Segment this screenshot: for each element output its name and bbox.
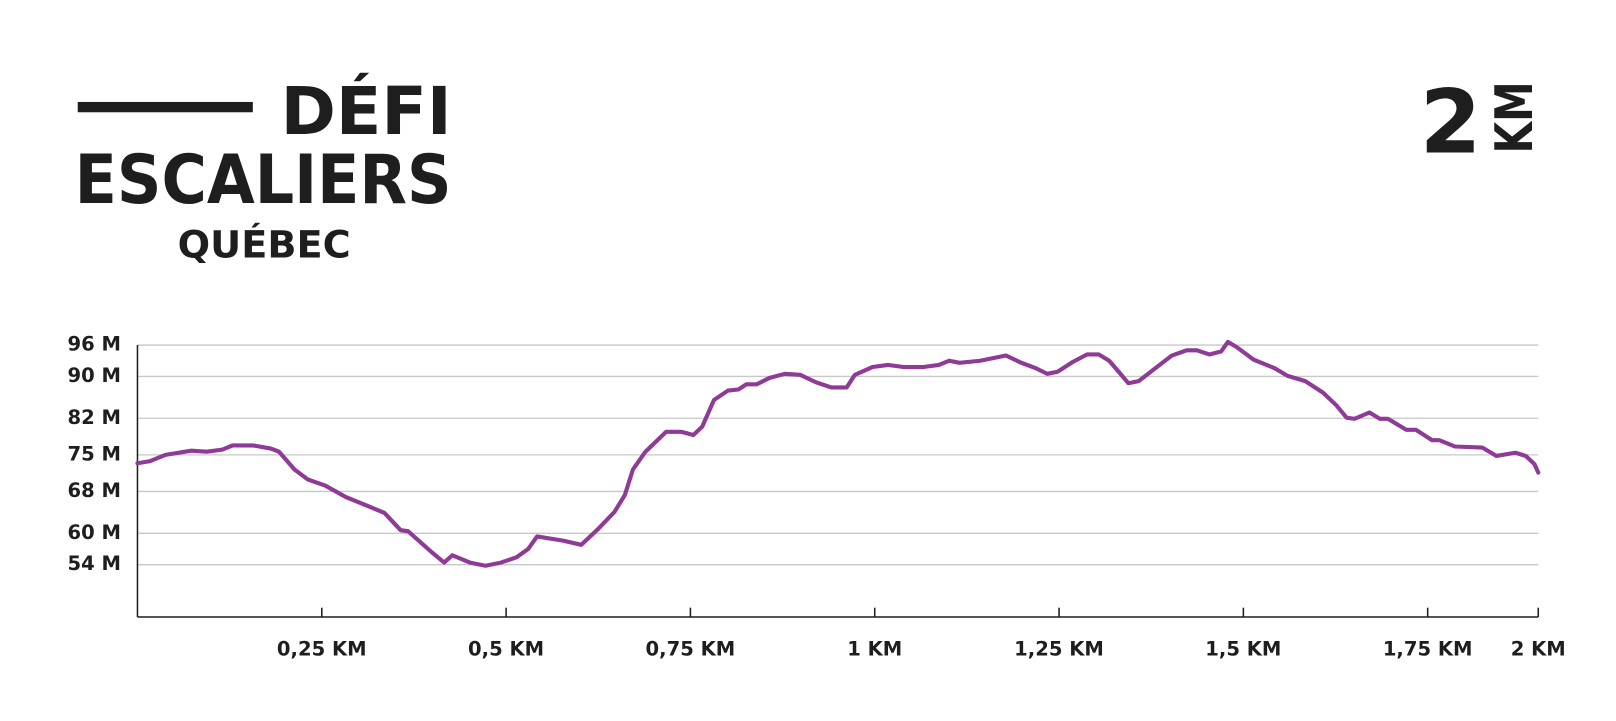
logo-line2: ESCALIERS	[75, 141, 452, 220]
logo-line1: DÉFI	[281, 72, 452, 150]
y-tick-label: 60 M	[67, 521, 121, 544]
x-tick-label: 1,75 KM	[1383, 637, 1473, 660]
y-tick-label: 96 M	[67, 333, 121, 356]
y-tick-label: 75 M	[67, 442, 121, 465]
x-tick-label: 2 KM	[1511, 637, 1566, 660]
y-tick-label: 90 M	[67, 364, 121, 387]
x-tick-label: 1,5 KM	[1205, 637, 1281, 660]
distance-unit: KM	[1485, 81, 1545, 153]
x-tick-label: 0,5 KM	[468, 637, 544, 660]
logo-line3: QUÉBEC	[178, 223, 351, 267]
distance: 2	[1420, 70, 1482, 173]
x-tick-label: 1,25 KM	[1014, 637, 1104, 660]
logo-bar	[77, 101, 253, 113]
y-tick-label: 82 M	[67, 406, 121, 429]
plot: 54 M 60 M 68 M 75 M 82 M 90 M 96 M 0,25 KM 0,5 K…	[67, 333, 1565, 661]
x-tick-label: 0,75 KM	[646, 637, 736, 660]
x-tick-label: 0,25 KM	[277, 637, 367, 660]
y-tick-label: 54 M	[67, 552, 121, 575]
elevation-line	[135, 339, 1541, 568]
x-tick-label: 1 KM	[847, 637, 902, 660]
y-tick-label: 68 M	[67, 479, 121, 502]
